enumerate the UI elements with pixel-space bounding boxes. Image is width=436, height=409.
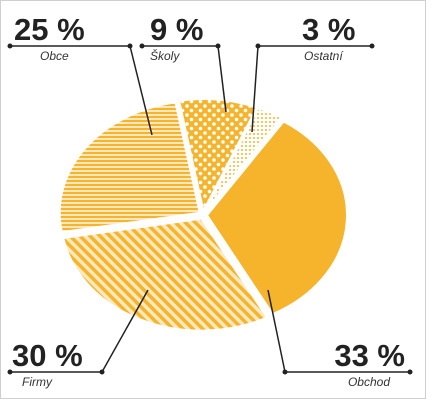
frame [0, 0, 426, 399]
value-label: 30 % [12, 338, 83, 373]
category-label: Školy [150, 48, 180, 63]
slice [58, 101, 201, 234]
value-label: 3 % [302, 12, 355, 47]
rule-dot [7, 43, 13, 49]
leader-line [251, 45, 259, 133]
rule-dot [139, 43, 145, 49]
value-label: 33 % [334, 338, 405, 373]
category-label: Firmy [22, 375, 53, 389]
slice [177, 98, 259, 214]
category-label: Obce [40, 49, 69, 63]
value-label: 25 % [14, 12, 85, 47]
leader-line [101, 289, 149, 373]
slice [62, 217, 269, 332]
leader-line [217, 45, 227, 113]
slice [203, 106, 284, 213]
category-label: Ostatní [304, 49, 344, 63]
rule-dot [407, 369, 413, 375]
rule-dot [7, 369, 13, 375]
leader-line [129, 45, 153, 136]
rule-dot [369, 43, 375, 49]
category-label: Obchod [348, 375, 390, 389]
leader-line [267, 289, 286, 373]
slice [205, 120, 348, 316]
value-label: 9 % [150, 12, 203, 47]
